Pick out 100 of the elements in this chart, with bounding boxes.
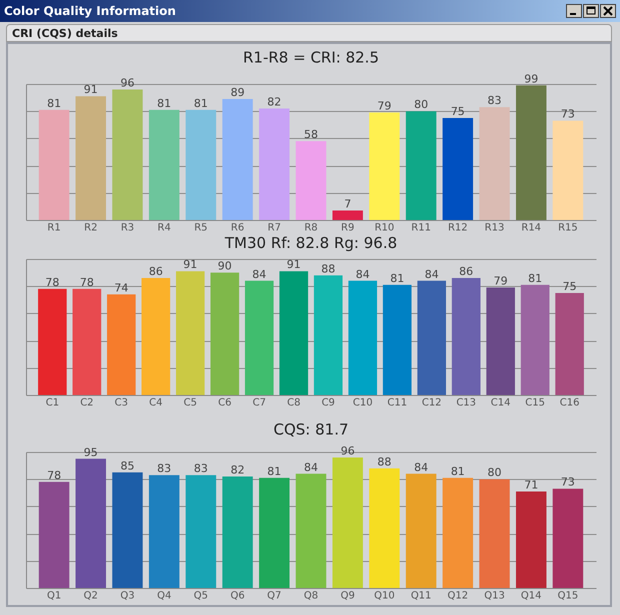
x-tick-label: C2: [80, 398, 94, 408]
bar: [520, 284, 550, 395]
x-tick-label: R10: [374, 222, 394, 234]
data-label: 83: [194, 462, 208, 476]
x-tick-label: C10: [352, 398, 373, 408]
data-label: 99: [524, 72, 538, 86]
data-label: 75: [562, 280, 577, 293]
x-tick-label: Q11: [410, 590, 432, 602]
bar: [142, 278, 170, 395]
bar: [186, 110, 216, 220]
chart-title: TM30 Rf: 82.8 Rg: 96.8: [224, 234, 398, 252]
x-tick-label: R12: [448, 222, 468, 234]
bar: [38, 482, 70, 588]
bar: [107, 294, 136, 395]
x-tick-label: Q9: [340, 590, 355, 602]
bar: [222, 476, 253, 588]
x-tick-label: Q5: [194, 590, 208, 602]
x-tick-label: R4: [158, 222, 171, 234]
x-tick-label: C16: [560, 398, 580, 408]
x-tick-label: R3: [120, 222, 134, 234]
bar: [148, 475, 180, 588]
data-label: 74: [114, 281, 128, 294]
data-label: 79: [494, 274, 508, 288]
bar: [279, 271, 308, 395]
data-label: 91: [286, 258, 301, 272]
data-label: 86: [459, 265, 474, 278]
text: CRI (CQS) details: [6, 24, 612, 42]
x-tick-label: Q6: [230, 590, 245, 602]
x-tick-label: C14: [490, 398, 511, 408]
bar: [148, 110, 180, 220]
x-tick-label: Q13: [484, 590, 505, 602]
bar: [479, 479, 510, 588]
data-label: 85: [120, 459, 134, 472]
bar: [296, 141, 326, 220]
text: Color Quality Information: [0, 0, 620, 22]
data-label: 71: [524, 478, 538, 492]
bar: [210, 272, 240, 395]
data-label: 84: [304, 460, 318, 474]
data-label: 84: [424, 268, 439, 281]
data-label: 81: [390, 272, 404, 285]
data-label: 91: [183, 258, 198, 272]
x-tick-label: R5: [194, 222, 208, 234]
x-tick-label: C12: [422, 398, 442, 408]
bar: [38, 288, 67, 395]
x-tick-label: C13: [456, 398, 476, 408]
data-label: 84: [252, 268, 266, 281]
chart-title: CQS: 81.7: [273, 420, 349, 438]
bar: [296, 474, 326, 588]
x-tick-label: Q15: [558, 590, 578, 602]
data-label: 95: [84, 446, 98, 459]
data-label: 82: [267, 95, 282, 108]
x-tick-label: R11: [411, 222, 431, 234]
bar: [244, 280, 274, 395]
x-tick-label: R6: [230, 222, 244, 234]
bar: [112, 89, 143, 220]
bar: [417, 280, 446, 395]
bar: [186, 475, 216, 588]
x-tick-label: Q2: [84, 590, 98, 602]
bar: [38, 110, 70, 220]
data-label: 75: [450, 105, 465, 118]
data-label: 83: [157, 462, 172, 476]
bar: [516, 491, 546, 588]
x-tick-label: Q12: [448, 590, 468, 602]
x-tick-label: C6: [218, 398, 232, 408]
data-label: 89: [230, 86, 245, 99]
bar: [486, 288, 515, 395]
x-tick-label: C1: [46, 398, 60, 408]
bar: [452, 278, 480, 395]
bar: [406, 111, 436, 220]
x-tick-label: R1: [47, 222, 61, 234]
data-label: 81: [194, 96, 208, 110]
x-tick-label: Q4: [157, 590, 172, 602]
data-label: 73: [560, 476, 575, 489]
data-label: 81: [267, 464, 282, 478]
bar: [552, 488, 584, 588]
data-label: 84: [356, 268, 370, 281]
data-label: 90: [218, 260, 232, 273]
data-label: 83: [488, 94, 502, 108]
x-tick-label: C9: [322, 398, 335, 408]
bar: [382, 284, 412, 395]
x-tick-label: R15: [558, 222, 578, 234]
x-tick-label: Q10: [374, 590, 395, 602]
x-tick-label: C5: [184, 398, 197, 408]
x-tick-label: R2: [84, 222, 98, 234]
data-label: 78: [45, 276, 60, 289]
x-tick-label: C4: [149, 398, 163, 408]
data-label: 80: [488, 466, 502, 480]
data-label: 81: [47, 96, 62, 110]
data-label: 79: [377, 100, 392, 113]
x-tick-label: Q1: [46, 590, 62, 602]
chart-title: R1-R8 = CRI: 82.5: [243, 48, 379, 66]
data-label: 86: [148, 265, 163, 278]
x-tick-label: Q14: [520, 590, 542, 602]
bar: [555, 293, 584, 395]
data-label: 88: [377, 455, 392, 468]
bar: [369, 112, 400, 220]
x-tick-label: R7: [268, 222, 281, 234]
x-tick-label: C3: [114, 398, 128, 408]
bar: [259, 108, 290, 220]
bar: [479, 107, 510, 220]
